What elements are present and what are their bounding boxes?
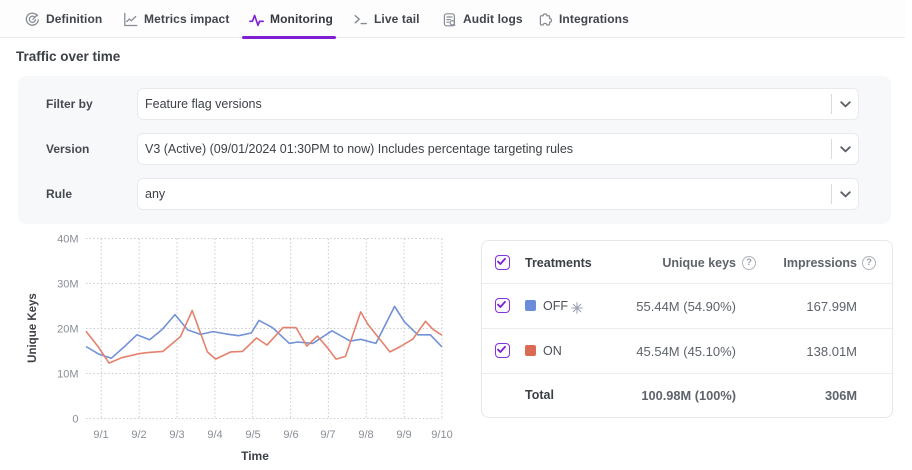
svg-text:9/5: 9/5 [245, 429, 260, 441]
svg-text:9/10: 9/10 [431, 429, 452, 441]
svg-text:0: 0 [72, 414, 78, 426]
svg-text:9/2: 9/2 [131, 429, 146, 441]
svg-text:Time: Time [241, 449, 269, 463]
svg-text:10M: 10M [57, 369, 78, 381]
svg-text:9/3: 9/3 [169, 429, 184, 441]
svg-text:40M: 40M [57, 234, 78, 246]
svg-text:9/4: 9/4 [207, 429, 222, 441]
svg-text:9/8: 9/8 [358, 429, 373, 441]
svg-text:9/7: 9/7 [320, 429, 335, 441]
svg-text:Unique Keys: Unique Keys [27, 293, 39, 363]
svg-text:9/6: 9/6 [283, 429, 298, 441]
svg-text:9/1: 9/1 [93, 429, 108, 441]
svg-text:30M: 30M [57, 279, 78, 291]
svg-text:20M: 20M [57, 324, 78, 336]
svg-text:9/9: 9/9 [396, 429, 411, 441]
